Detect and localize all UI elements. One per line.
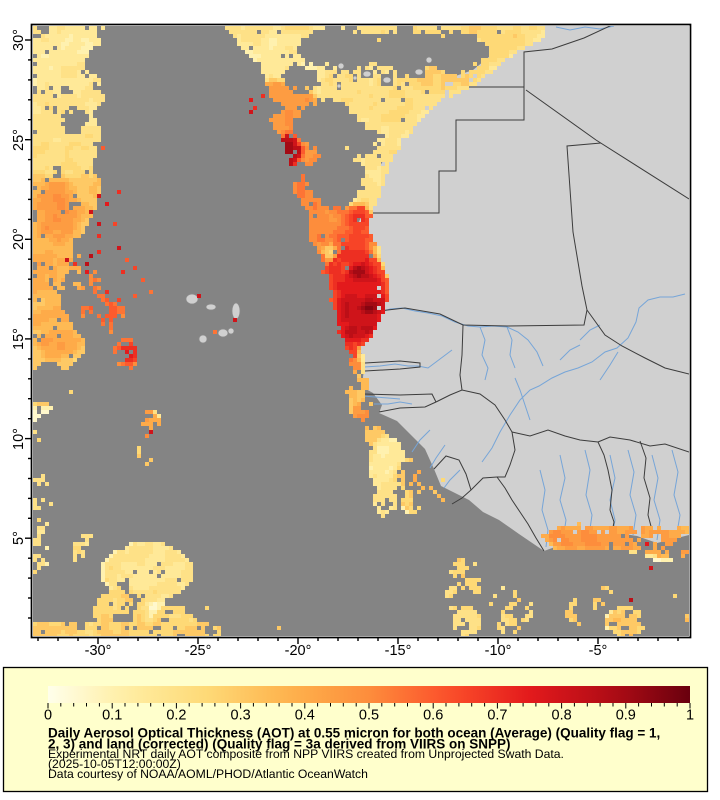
svg-text:0: 0: [44, 708, 52, 724]
svg-text:0.4: 0.4: [295, 708, 315, 724]
svg-text:5°: 5°: [11, 531, 27, 545]
svg-text:20°: 20°: [11, 228, 27, 250]
svg-text:1: 1: [686, 708, 694, 724]
svg-text:0.3: 0.3: [231, 708, 251, 724]
svg-text:-20°: -20°: [285, 643, 312, 659]
svg-text:30°: 30°: [11, 29, 27, 51]
svg-text:(2025-10-05T12:00:00Z): (2025-10-05T12:00:00Z): [48, 757, 181, 771]
svg-text:0.8: 0.8: [552, 708, 572, 724]
svg-text:0.7: 0.7: [487, 708, 507, 724]
svg-text:0.5: 0.5: [359, 708, 379, 724]
svg-text:2, 3) and land (corrected) (Qu: 2, 3) and land (corrected) (Quality flag…: [48, 737, 510, 752]
svg-text:15°: 15°: [11, 328, 27, 350]
svg-text:-30°: -30°: [85, 643, 112, 659]
svg-text:10°: 10°: [11, 428, 27, 450]
svg-text:Daily Aerosol Optical Thicknes: Daily Aerosol Optical Thickness (AOT) at…: [48, 726, 660, 741]
svg-text:25°: 25°: [11, 129, 27, 151]
svg-text:-10°: -10°: [485, 643, 512, 659]
svg-text:Experimental NRT daily AOT com: Experimental NRT daily AOT composite fro…: [48, 747, 564, 761]
svg-text:0.6: 0.6: [423, 708, 443, 724]
svg-text:0.1: 0.1: [102, 708, 122, 724]
svg-text:-15°: -15°: [385, 643, 412, 659]
svg-text:-5°: -5°: [589, 643, 608, 659]
svg-text:0.9: 0.9: [616, 708, 636, 724]
svg-text:0.2: 0.2: [166, 708, 186, 724]
svg-text:-25°: -25°: [185, 643, 212, 659]
svg-text:Data courtesy of NOAA/AOML/PHO: Data courtesy of NOAA/AOML/PHOD/Atlantic…: [48, 767, 368, 781]
